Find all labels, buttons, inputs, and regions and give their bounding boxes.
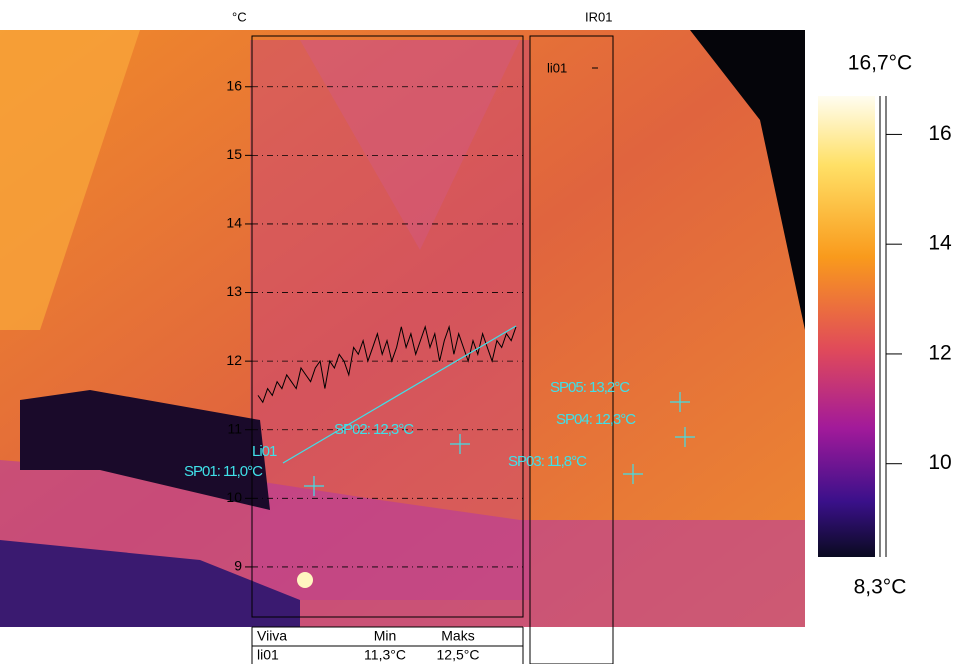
table-cell: li01 — [257, 647, 279, 663]
colorbar-tick-label: 16 — [928, 122, 951, 145]
y-tick-label: 10 — [226, 489, 242, 505]
spot-label: SP03: 11,8°C — [508, 453, 587, 470]
results-table: Viiva Min Maks li01 11,3°C 12,5°C — [252, 627, 523, 664]
table-header: Min — [374, 628, 397, 644]
table-header: Maks — [441, 628, 474, 644]
table-cell: 12,5°C — [437, 647, 480, 663]
table-cell: 11,3°C — [364, 647, 406, 663]
colorbar-tick-label: 12 — [928, 341, 951, 364]
y-tick-label: 14 — [226, 215, 242, 231]
thermal-report: °C IR01 li01 9 10 11 12 13 14 15 16 Li01 SP01: … — [0, 0, 958, 664]
y-tick-label: 13 — [226, 283, 242, 299]
colorbar — [818, 96, 875, 557]
legend-entry: li01 — [547, 60, 567, 75]
thermal-image — [0, 30, 805, 627]
y-tick-label: 15 — [226, 146, 242, 162]
colorbar-tick-label: 14 — [928, 232, 952, 255]
colorbar-tick-label: 10 — [928, 451, 951, 474]
line-label: Li01 — [252, 443, 277, 460]
colorbar-min: 8,3°C — [854, 576, 907, 599]
spot-label: SP04: 12,3°C — [556, 411, 636, 428]
y-tick-label: 16 — [226, 77, 242, 93]
y-tick-label: 11 — [227, 420, 242, 436]
colorbar-max: 16,7°C — [848, 52, 912, 75]
unit-label: °C — [232, 9, 247, 24]
y-tick-label: 9 — [234, 558, 242, 574]
spot-label: SP02: 12,3°C — [334, 421, 414, 438]
y-tick-label: 12 — [226, 352, 242, 368]
colorbar-ticks: 10 12 14 16 — [886, 122, 952, 474]
table-header: Viiva — [257, 628, 287, 644]
spot-label: SP01: 11,0°C — [184, 463, 263, 480]
spot-label: SP05: 13,2°C — [550, 379, 630, 396]
image-label: IR01 — [585, 9, 612, 24]
